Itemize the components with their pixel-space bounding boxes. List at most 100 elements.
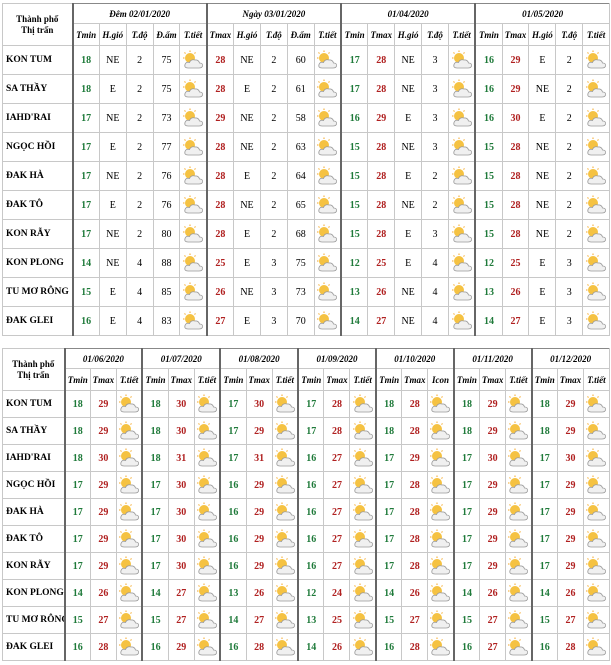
weather-icon xyxy=(183,195,204,214)
cell: 14 xyxy=(219,606,247,634)
weather-icon xyxy=(274,448,295,467)
weather-cell xyxy=(313,74,342,104)
weather-cell xyxy=(505,471,533,499)
cell: 17 xyxy=(297,390,325,418)
weather-cell xyxy=(313,306,342,336)
cell: NE xyxy=(98,219,127,249)
weather-cell xyxy=(179,277,208,307)
weather-icon xyxy=(451,224,472,243)
cell: 29 xyxy=(556,525,584,553)
weather-icon xyxy=(196,502,217,521)
cell: 17 xyxy=(219,444,247,472)
row: TU MƠ RÔNG 15 E 4 85 26 NE 3 73 13 26 NE 4 13 26 E 3 xyxy=(2,277,611,307)
weather-icon xyxy=(317,166,338,185)
cell: 28 xyxy=(501,161,530,191)
weather-icon xyxy=(586,166,607,185)
column-header: Tmax xyxy=(556,368,584,391)
weather-icon xyxy=(196,610,217,629)
cell: 17 xyxy=(452,444,481,472)
cell: NE xyxy=(98,103,127,133)
cell: 73 xyxy=(286,277,315,307)
cell: 4 xyxy=(125,306,154,336)
city-header: Thành phố Thị trấn xyxy=(2,3,73,46)
cell: 4 xyxy=(125,248,154,278)
city: KON RẪY xyxy=(2,219,73,249)
weather-icon xyxy=(183,282,204,301)
cell: E xyxy=(528,248,557,278)
weather-icon xyxy=(586,50,607,69)
weather-cell xyxy=(447,45,476,75)
cell: E xyxy=(233,219,261,249)
cell: 29 xyxy=(556,417,584,445)
weather-cell xyxy=(447,74,476,104)
cell: 15 xyxy=(474,132,503,162)
cell: 28 xyxy=(401,390,429,418)
weather-cell xyxy=(582,579,610,607)
weather-icon xyxy=(430,394,451,413)
weather-icon xyxy=(274,529,295,548)
cell: 27 xyxy=(323,552,351,580)
cell: 13 xyxy=(474,277,503,307)
weather-cell xyxy=(349,552,377,580)
weather-cell xyxy=(505,390,533,418)
weather-cell xyxy=(193,444,221,472)
cell: 15 xyxy=(71,277,100,307)
weather-icon xyxy=(586,311,607,330)
weather-cell xyxy=(271,552,299,580)
cell: E xyxy=(394,219,423,249)
group-title: 01/10/2020 xyxy=(374,348,455,369)
weather-icon xyxy=(352,421,373,440)
cell: 4 xyxy=(421,277,449,307)
cell: 18 xyxy=(63,444,91,472)
weather-cell xyxy=(271,633,299,661)
cell: 16 xyxy=(530,633,558,661)
weather-icon xyxy=(196,448,217,467)
cell: NE xyxy=(233,190,261,220)
table-body: KON TUM 18 NE 2 75 28 NE 2 60 17 28 NE 3 16 29 E 2 SA THẦ… xyxy=(2,45,611,336)
weather-icon xyxy=(451,108,472,127)
weather-icon xyxy=(196,394,217,413)
weather-icon xyxy=(119,448,140,467)
city: SA THẦY xyxy=(2,417,65,445)
cell: 13 xyxy=(340,277,369,307)
row: SA THẦY 18 E 2 75 28 E 2 61 17 28 NE 3 16 29 NE 2 xyxy=(2,74,611,104)
cell: 2 xyxy=(259,190,288,220)
cell: E xyxy=(528,277,557,307)
cell: 2 xyxy=(125,103,154,133)
cell: 27 xyxy=(205,306,235,336)
weather-icon xyxy=(119,637,140,656)
weather-icon xyxy=(586,79,607,98)
cell: 15 xyxy=(340,190,369,220)
cell: 2 xyxy=(125,45,154,75)
weather-cell xyxy=(115,390,143,418)
weather-icon xyxy=(183,224,204,243)
table-head: Thành phố Thị trấn Đêm 02/01/2020 Ngày 03/0… xyxy=(2,3,611,46)
cell: 15 xyxy=(63,606,91,634)
cell: 29 xyxy=(479,417,507,445)
weather-icon xyxy=(508,637,529,656)
cell: NE xyxy=(394,132,423,162)
cell: 2 xyxy=(125,74,154,104)
weather-cell xyxy=(115,444,143,472)
weather-icon xyxy=(317,79,338,98)
forecast-table-1: Thành phố Thị trấn Đêm 02/01/2020 Ngày 03/0… xyxy=(2,3,611,336)
cell: 17 xyxy=(71,132,100,162)
cell: 2 xyxy=(259,74,288,104)
weather-icon xyxy=(119,529,140,548)
cell: 28 xyxy=(401,525,429,553)
weather-icon xyxy=(119,583,140,602)
cell: 29 xyxy=(245,417,273,445)
row: KON PLONG 14 26 14 27 13 26 12 24 14 26 14 26 14 26 xyxy=(2,579,610,607)
column-header: Tmax xyxy=(89,368,117,391)
cell: 17 xyxy=(141,471,169,499)
cell: 17 xyxy=(141,525,169,553)
cell: NE xyxy=(528,132,557,162)
cell: 68 xyxy=(286,219,315,249)
cell: 3 xyxy=(421,219,449,249)
cell: 28 xyxy=(401,633,429,661)
city: ĐAK GLEI xyxy=(2,306,73,336)
header-row: Tmin H.gió T.độ Đ.ẩm T.tiết Tmax H.gió T.độ Đ.ẩm… xyxy=(3,23,611,46)
cell: 18 xyxy=(141,444,169,472)
row: KON TUM 18 29 18 30 17 30 17 28 18 28 18 29 18 29 xyxy=(2,390,610,418)
cell: 17 xyxy=(297,417,325,445)
